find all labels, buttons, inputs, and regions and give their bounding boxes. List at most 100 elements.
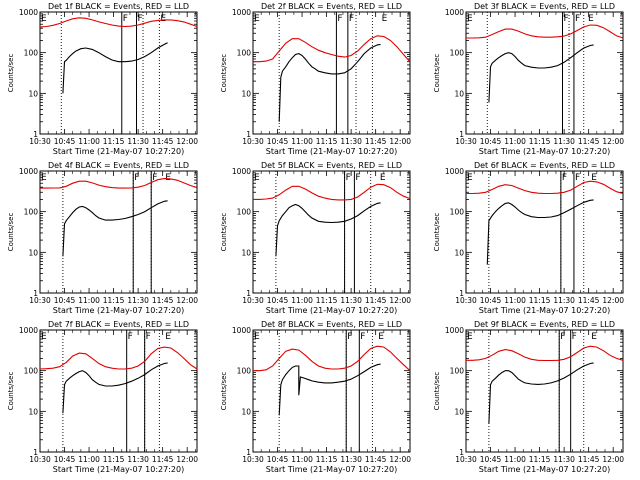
panel-1: Det 1f BLACK = Events, RED = LLD 1 10 100 10…: [7, 2, 198, 156]
marker-label: F: [562, 173, 567, 183]
events-series-line: [488, 44, 594, 103]
x-tick-label: 11:30: [553, 455, 575, 464]
x-tick-label: 10:45: [54, 455, 76, 464]
x-tick-label: 11:30: [340, 137, 362, 146]
x-tick-label: 10:45: [480, 137, 502, 146]
panel-4: Det 4f BLACK = Events, RED = LLD 1 10 100 10…: [7, 161, 198, 315]
y-tick-label: 1000: [19, 8, 38, 17]
x-tick-label: 11:30: [340, 296, 362, 305]
y-tick-label: 1000: [445, 167, 464, 176]
y-axis-label: Counts/sec: [220, 372, 228, 411]
x-axis-label: Start Time (21-May-07 10:27:20): [479, 465, 610, 474]
x-tick-label: 10:30: [29, 455, 51, 464]
y-tick-label: 1: [246, 130, 251, 139]
marker-label: E: [591, 173, 597, 183]
y-tick-label: 1: [33, 289, 38, 298]
x-tick-label: 11:15: [316, 137, 338, 146]
x-tick-label: 11:15: [529, 296, 551, 305]
x-tick-label: 11:00: [78, 137, 100, 146]
marker-label: E: [378, 332, 384, 342]
marker-label: F: [123, 14, 128, 24]
y-tick-label: 1000: [445, 326, 464, 335]
marker-label: E: [160, 14, 166, 24]
x-tick-label: 12:00: [602, 137, 624, 146]
y-tick-label: 100: [24, 367, 39, 376]
x-tick-label: 11:45: [365, 296, 387, 305]
y-axis-label: Counts/sec: [433, 372, 441, 411]
lld-series-line: [253, 345, 411, 372]
marker-label: F: [128, 332, 133, 342]
marker-label: F: [134, 173, 139, 183]
plot-frame: [39, 170, 198, 294]
x-tick-label: 11:30: [553, 137, 575, 146]
x-tick-label: 11:00: [291, 455, 313, 464]
x-tick-label: 11:00: [504, 137, 526, 146]
x-tick-label: 11:15: [103, 455, 125, 464]
y-tick-label: 10: [241, 407, 251, 416]
y-tick-label: 1: [459, 448, 464, 457]
y-tick-label: 1: [33, 448, 38, 457]
y-axis-label: Counts/sec: [7, 213, 15, 252]
plot-frame: [465, 329, 624, 453]
marker-label: F: [137, 14, 142, 24]
panel-3: Det 3f BLACK = Events, RED = LLD 1 10 100 10…: [433, 2, 624, 156]
y-tick-label: 10: [241, 248, 251, 257]
marker-label: E: [467, 332, 473, 342]
y-tick-label: 10: [241, 89, 251, 98]
y-tick-label: 10: [28, 407, 38, 416]
x-tick-label: 11:15: [103, 296, 125, 305]
x-tick-label: 10:45: [54, 296, 76, 305]
x-tick-label: 10:30: [455, 137, 477, 146]
x-tick-label: 11:45: [152, 296, 174, 305]
panel-title: Det 7f BLACK = Events, RED = LLD: [48, 320, 189, 329]
x-tick-label: 11:45: [578, 137, 600, 146]
panel-title: Det 6f BLACK = Events, RED = LLD: [474, 161, 615, 170]
plot-frame: [39, 329, 198, 453]
y-tick-label: 10: [454, 248, 464, 257]
x-tick-label: 12:00: [176, 137, 198, 146]
x-tick-label: 11:15: [529, 137, 551, 146]
events-series-line: [278, 363, 381, 416]
x-tick-label: 11:45: [152, 137, 174, 146]
x-tick-label: 10:45: [267, 296, 289, 305]
marker-label: E: [254, 332, 260, 342]
x-tick-label: 10:30: [242, 455, 264, 464]
x-tick-label: 11:30: [340, 455, 362, 464]
x-tick-label: 12:00: [602, 296, 624, 305]
x-tick-label: 11:15: [316, 296, 338, 305]
x-tick-label: 12:00: [176, 455, 198, 464]
marker-label: E: [254, 14, 260, 24]
marker-label: E: [588, 14, 594, 24]
x-tick-label: 12:00: [176, 296, 198, 305]
x-tick-label: 11:00: [291, 137, 313, 146]
panel-title: Det 4f BLACK = Events, RED = LLD: [48, 161, 189, 170]
x-tick-label: 12:00: [602, 455, 624, 464]
lld-series-line: [253, 183, 411, 201]
panel-title: Det 2f BLACK = Events, RED = LLD: [261, 2, 402, 11]
marker-label: F: [347, 332, 352, 342]
y-tick-label: 1000: [232, 8, 251, 17]
x-tick-label: 10:30: [29, 137, 51, 146]
y-tick-label: 1000: [19, 326, 38, 335]
plot-frame: [252, 11, 411, 135]
x-tick-label: 11:45: [365, 455, 387, 464]
marker-label: F: [563, 14, 568, 24]
x-tick-label: 11:00: [504, 455, 526, 464]
marker-label: E: [591, 332, 597, 342]
panel-9: Det 9f BLACK = Events, RED = LLD 1 10 100 10…: [433, 320, 624, 474]
x-tick-label: 11:45: [578, 296, 600, 305]
events-series-line: [62, 362, 168, 414]
lld-series-line: [466, 24, 624, 39]
plot-frame: [465, 170, 624, 294]
x-tick-label: 11:15: [103, 137, 125, 146]
lld-series-line: [466, 180, 624, 195]
x-tick-label: 10:45: [267, 137, 289, 146]
y-tick-label: 10: [28, 248, 38, 257]
marker-label: E: [41, 14, 47, 24]
x-axis-label: Start Time (21-May-07 10:27:20): [266, 306, 397, 315]
y-axis-label: Counts/sec: [433, 213, 441, 252]
marker-label: F: [360, 332, 365, 342]
x-tick-label: 10:30: [455, 296, 477, 305]
lld-series-line: [39, 17, 198, 28]
